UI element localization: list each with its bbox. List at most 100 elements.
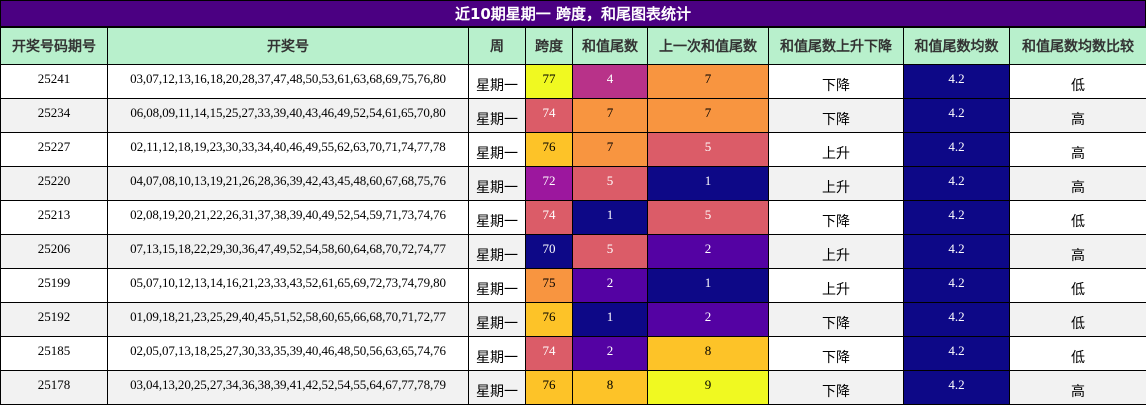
cell-compare: 低	[1009, 302, 1146, 337]
header-numbers: 开奖号	[107, 27, 469, 65]
cell-tail: 7	[572, 98, 648, 133]
cell-period: 25185	[0, 336, 108, 371]
cell-prev-tail: 5	[647, 200, 769, 235]
header-row: 开奖号码期号 开奖号 周 跨度 和值尾数 上一次和值尾数 和值尾数上升下降 和值…	[0, 27, 1146, 65]
cell-tail: 1	[572, 200, 648, 235]
table-row: 25220 04,07,08,10,13,19,21,26,28,36,39,42…	[0, 166, 1146, 201]
cell-numbers: 03,07,12,13,16,18,20,28,37,47,48,50,53,6…	[107, 64, 469, 99]
cell-prev-tail: 1	[647, 268, 769, 303]
cell-span: 75	[525, 268, 573, 303]
cell-avg: 4.2	[903, 302, 1010, 337]
cell-compare: 低	[1009, 268, 1146, 303]
cell-avg: 4.2	[903, 200, 1010, 235]
table-title: 近10期星期一 跨度，和尾图表统计	[0, 0, 1146, 27]
table-body: 25241 03,07,12,13,16,18,20,28,37,47,48,50…	[0, 64, 1146, 405]
cell-period: 25220	[0, 166, 108, 201]
cell-prev-tail: 9	[647, 370, 769, 405]
table-row: 25213 02,08,19,20,21,22,26,31,37,38,39,40…	[0, 200, 1146, 235]
cell-prev-tail: 2	[647, 302, 769, 337]
cell-avg: 4.2	[903, 336, 1010, 371]
cell-avg: 4.2	[903, 370, 1010, 405]
cell-tail: 7	[572, 132, 648, 167]
cell-tail: 5	[572, 166, 648, 201]
cell-period: 25213	[0, 200, 108, 235]
cell-span: 77	[525, 64, 573, 99]
cell-tail: 1	[572, 302, 648, 337]
table-row: 25192 01,09,18,21,23,25,29,40,45,51,52,58…	[0, 302, 1146, 337]
cell-compare: 高	[1009, 98, 1146, 133]
cell-compare: 高	[1009, 370, 1146, 405]
cell-tail: 5	[572, 234, 648, 269]
cell-span: 74	[525, 336, 573, 371]
cell-trend: 上升	[768, 166, 904, 201]
cell-span: 72	[525, 166, 573, 201]
cell-numbers: 04,07,08,10,13,19,21,26,28,36,39,42,43,4…	[107, 166, 469, 201]
cell-period: 25234	[0, 98, 108, 133]
cell-prev-tail: 7	[647, 64, 769, 99]
header-trend: 和值尾数上升下降	[768, 27, 904, 65]
table-row: 25185 02,05,07,13,18,25,27,30,33,35,39,40…	[0, 336, 1146, 371]
cell-avg: 4.2	[903, 64, 1010, 99]
cell-numbers: 02,08,19,20,21,22,26,31,37,38,39,40,49,5…	[107, 200, 469, 235]
cell-compare: 低	[1009, 200, 1146, 235]
cell-prev-tail: 8	[647, 336, 769, 371]
header-avg: 和值尾数均数	[903, 27, 1010, 65]
cell-week: 星期一	[468, 98, 526, 133]
table-row: 25178 03,04,13,20,25,27,34,36,38,39,41,42…	[0, 370, 1146, 405]
table-row: 25234 06,08,09,11,14,15,25,27,33,39,40,43…	[0, 98, 1146, 133]
cell-period: 25241	[0, 64, 108, 99]
cell-avg: 4.2	[903, 234, 1010, 269]
cell-tail: 2	[572, 268, 648, 303]
cell-prev-tail: 5	[647, 132, 769, 167]
cell-numbers: 02,11,12,18,19,23,30,33,34,40,46,49,55,6…	[107, 132, 469, 167]
header-period: 开奖号码期号	[0, 27, 108, 65]
cell-trend: 下降	[768, 302, 904, 337]
table-row: 25206 07,13,15,18,22,29,30,36,47,49,52,54…	[0, 234, 1146, 269]
cell-tail: 4	[572, 64, 648, 99]
cell-span: 76	[525, 370, 573, 405]
cell-trend: 上升	[768, 132, 904, 167]
header-week: 周	[468, 27, 526, 65]
cell-week: 星期一	[468, 370, 526, 405]
cell-compare: 高	[1009, 234, 1146, 269]
cell-week: 星期一	[468, 302, 526, 337]
cell-span: 74	[525, 200, 573, 235]
cell-numbers: 03,04,13,20,25,27,34,36,38,39,41,42,52,5…	[107, 370, 469, 405]
header-prev-tail: 上一次和值尾数	[647, 27, 769, 65]
cell-span: 76	[525, 132, 573, 167]
cell-trend: 下降	[768, 200, 904, 235]
cell-numbers: 05,07,10,12,13,14,16,21,23,33,43,52,61,6…	[107, 268, 469, 303]
cell-trend: 上升	[768, 234, 904, 269]
cell-week: 星期一	[468, 268, 526, 303]
stats-table: 开奖号码期号 开奖号 周 跨度 和值尾数 上一次和值尾数 和值尾数上升下降 和值…	[0, 27, 1146, 405]
cell-tail: 2	[572, 336, 648, 371]
cell-numbers: 06,08,09,11,14,15,25,27,33,39,40,43,46,4…	[107, 98, 469, 133]
cell-trend: 下降	[768, 370, 904, 405]
cell-span: 74	[525, 98, 573, 133]
cell-week: 星期一	[468, 200, 526, 235]
cell-compare: 低	[1009, 336, 1146, 371]
cell-trend: 下降	[768, 64, 904, 99]
cell-trend: 下降	[768, 336, 904, 371]
cell-week: 星期一	[468, 166, 526, 201]
cell-week: 星期一	[468, 64, 526, 99]
cell-week: 星期一	[468, 234, 526, 269]
cell-period: 25178	[0, 370, 108, 405]
cell-period: 25227	[0, 132, 108, 167]
cell-numbers: 07,13,15,18,22,29,30,36,47,49,52,54,58,6…	[107, 234, 469, 269]
cell-period: 25199	[0, 268, 108, 303]
cell-span: 76	[525, 302, 573, 337]
cell-avg: 4.2	[903, 98, 1010, 133]
cell-period: 25192	[0, 302, 108, 337]
cell-avg: 4.2	[903, 166, 1010, 201]
cell-period: 25206	[0, 234, 108, 269]
cell-compare: 高	[1009, 132, 1146, 167]
cell-compare: 高	[1009, 166, 1146, 201]
cell-prev-tail: 7	[647, 98, 769, 133]
cell-prev-tail: 2	[647, 234, 769, 269]
header-span: 跨度	[525, 27, 573, 65]
table-row: 25241 03,07,12,13,16,18,20,28,37,47,48,50…	[0, 64, 1146, 99]
cell-avg: 4.2	[903, 268, 1010, 303]
table-row: 25199 05,07,10,12,13,14,16,21,23,33,43,52…	[0, 268, 1146, 303]
cell-span: 70	[525, 234, 573, 269]
